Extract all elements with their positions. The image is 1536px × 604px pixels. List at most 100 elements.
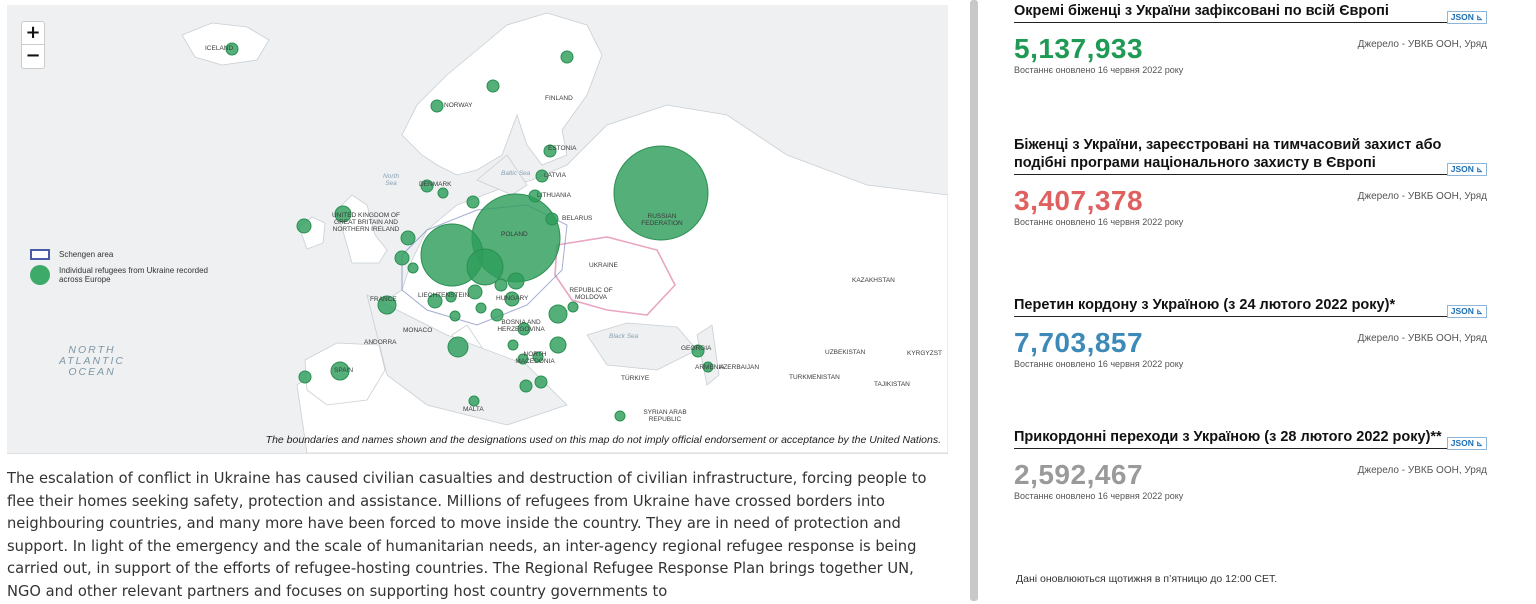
label-andorra: ANDORRA — [364, 339, 397, 346]
bubble-spain — [330, 361, 350, 381]
label-malta: MALTA — [463, 406, 484, 413]
bubble-switzerland — [427, 293, 443, 309]
label-armenia: ARMENIA — [695, 364, 725, 371]
stat-value: 2,592,467 — [1014, 459, 1144, 490]
label-turkiye: TÜRKIYE — [621, 375, 650, 382]
label-bosnia: BOSNIA AND HERZEGOVINA — [497, 319, 545, 333]
bubble-uk — [334, 205, 352, 223]
label-latvia: LATVIA — [544, 172, 566, 179]
stat-updated: Востаннє оновлено 16 червня 2022 року — [1014, 217, 1184, 227]
label-spain: SPAIN — [334, 367, 354, 374]
refugee-map[interactable]: ICELAND NORWAY FINLAND ESTONIA LATVIA LI… — [7, 5, 948, 454]
scroll-divider[interactable] — [970, 0, 978, 601]
bubble-romania — [548, 304, 568, 324]
label-tajikistan: TAJIKISTAN — [874, 381, 910, 388]
label-ukraine: UKRAINE — [589, 262, 618, 269]
stat-source: Джерело - УВКБ ООН, Уряд — [1357, 39, 1487, 50]
bubble-ukraine-west — [507, 272, 525, 290]
bubble-slovakia — [494, 278, 508, 292]
bubble-north-macedonia — [532, 351, 544, 363]
bubble-belgium — [394, 250, 410, 266]
stat-updated: Востаннє оновлено 16 червня 2022 року — [1014, 491, 1184, 501]
stat-updated: Востаннє оновлено 16 червня 2022 року — [1014, 359, 1184, 369]
ukraine-border — [554, 236, 676, 316]
label-moldova: REPUBLIC OF MOLDOVA — [569, 287, 613, 301]
label-syria: SYRIAN ARAB REPUBLIC — [643, 409, 687, 423]
bubble-italy — [447, 336, 469, 358]
bubble-lithuania — [528, 189, 542, 203]
map-disclaimer: The boundaries and names shown and the d… — [265, 434, 941, 446]
json-link[interactable]: JSON ⊾ — [1446, 305, 1487, 318]
label-uk: UNITED KINGDOM OF GREAT BRITAIN AND NORT… — [332, 212, 400, 233]
zoom-out-button[interactable]: − — [21, 45, 45, 69]
bubble-netherlands — [400, 230, 416, 246]
label-belarus: BELARUS — [562, 215, 593, 222]
legend-refugees-label: Individual refugees from Ukraine recorde… — [59, 266, 208, 284]
json-link[interactable]: JSON ⊾ — [1446, 11, 1487, 24]
bubble-liechtenstein — [445, 291, 457, 303]
label-iceland: ICELAND — [205, 45, 234, 52]
label-liechtenstein: LIECHTENSTEIN — [418, 292, 470, 299]
bubble-finland-north — [560, 50, 574, 64]
label-denmark: DENMARK — [419, 181, 452, 188]
bubble-malta — [468, 395, 480, 407]
label-ocean: NORTH ATLANTIC OCEAN — [59, 344, 125, 378]
bubble-luxembourg — [407, 262, 419, 274]
stat-value: 3,407,378 — [1014, 185, 1144, 216]
bubble-greece-2 — [534, 375, 548, 389]
label-russia: RUSSIAN FEDERATION — [641, 213, 683, 227]
bubble-cyprus — [614, 410, 626, 422]
label-monaco: MONACO — [403, 327, 433, 334]
rss-icon: ⊾ — [1476, 439, 1483, 448]
card-title: Перетин кордону з Україною (з 24 лютого … — [1014, 297, 1396, 313]
bubble-estonia — [543, 144, 557, 158]
bubble-greece — [519, 379, 533, 393]
bubble-portugal — [298, 370, 312, 384]
label-finland: FINLAND — [545, 95, 573, 102]
json-link[interactable]: JSON ⊾ — [1446, 437, 1487, 450]
card-rule: JSON ⊾ — [1014, 163, 1487, 176]
bubble-moldova — [567, 301, 579, 313]
label-hungary: HUNGARY — [496, 295, 529, 302]
label-uzbekistan: UZBEKISTAN — [825, 349, 866, 356]
stat-card-temporary-protection: Біженці з України, зареєстровані на тимч… — [1014, 136, 1487, 227]
bubble-czechia — [466, 248, 504, 286]
bubble-iceland — [225, 42, 239, 56]
bubble-sweden-north — [486, 79, 500, 93]
stat-source: Джерело - УВКБ ООН, Уряд — [1357, 465, 1487, 476]
card-title: Прикордонні переходи з Україною (з 28 лю… — [1014, 429, 1442, 445]
scandinavia-shape — [401, 12, 603, 176]
stat-value: 5,137,933 — [1014, 33, 1144, 64]
bubble-slovenia — [475, 302, 487, 314]
json-label: JSON — [1450, 164, 1474, 174]
stat-card-individual-refugees: Окремі біженці з України зафіксовані по … — [1014, 2, 1487, 75]
zoom-in-button[interactable]: + — [21, 21, 45, 45]
stat-updated: Востаннє оновлено 16 червня 2022 року — [1014, 65, 1184, 75]
bubble-ireland — [296, 218, 312, 234]
json-label: JSON — [1450, 438, 1474, 448]
rss-icon: ⊾ — [1476, 307, 1483, 316]
label-north-sea: North Sea — [383, 173, 399, 187]
json-label: JSON — [1450, 306, 1474, 316]
bubble-russia — [613, 145, 709, 241]
label-norway: NORWAY — [444, 102, 473, 109]
bubble-belarus — [545, 212, 559, 226]
baltic-shape — [476, 154, 528, 196]
json-link[interactable]: JSON ⊾ — [1446, 163, 1487, 176]
json-label: JSON — [1450, 12, 1474, 22]
map-canvas[interactable] — [7, 5, 948, 453]
label-black-sea: Black Sea — [609, 333, 639, 340]
bubble-denmark-2 — [437, 187, 449, 199]
schengen-outline — [401, 204, 568, 326]
label-kyrgyzstan: KYRGYZST — [907, 350, 943, 357]
bubble-sweden-south — [466, 195, 480, 209]
legend-schengen-label: Schengen area — [59, 250, 114, 259]
card-title: Біженці з України, зареєстровані на тимч… — [1014, 137, 1442, 171]
bubble-norway — [430, 99, 444, 113]
schengen-swatch — [30, 249, 50, 260]
label-baltic-sea: Baltic Sea — [501, 170, 531, 177]
label-poland: POLAND — [501, 231, 528, 238]
bubble-monaco — [449, 310, 461, 322]
stat-source: Джерело - УВКБ ООН, Уряд — [1357, 333, 1487, 344]
bubble-austria — [467, 284, 483, 300]
